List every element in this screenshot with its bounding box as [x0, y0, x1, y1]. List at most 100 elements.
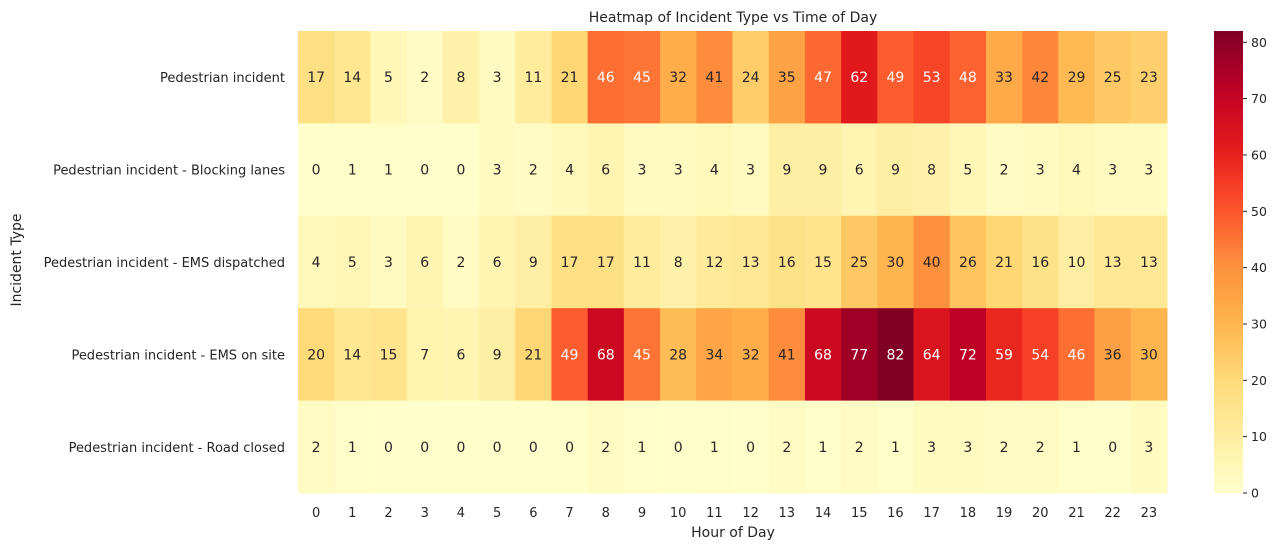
cell-value-label: 9 — [819, 163, 828, 179]
heatmap-cell — [298, 215, 335, 309]
cell-value-label: 2 — [1000, 440, 1009, 456]
cell-value-label: 5 — [963, 163, 972, 179]
heatmap-cell — [732, 215, 770, 309]
heatmap-cell — [334, 400, 371, 494]
heatmap-cell — [298, 123, 335, 217]
heatmap-cell — [406, 308, 444, 402]
cell-value-label: 23 — [1140, 70, 1158, 86]
y-tick-label: Pedestrian incident - EMS dispatched — [44, 256, 285, 271]
heatmap-cell — [298, 31, 335, 124]
heatmap-cell — [623, 215, 661, 309]
cell-value-label: 0 — [1108, 440, 1117, 456]
y-tick-labels: Pedestrian incident Pedestrian incident -… — [44, 71, 286, 456]
heatmap-cell — [768, 215, 806, 309]
cell-value-label: 36 — [1104, 347, 1122, 363]
colorbar — [1214, 31, 1243, 493]
cell-value-label: 0 — [420, 440, 429, 456]
cell-value-label: 0 — [420, 163, 429, 179]
heatmap-cell — [406, 31, 444, 124]
cell-value-label: 41 — [778, 347, 796, 363]
cell-value-label: 2 — [529, 163, 538, 179]
heatmap-cell — [334, 123, 371, 217]
heatmap-cells: 17 14 5 2 8 3 11 21 46 45 32 41 24 35 47 62 49 53 48 33 42 29… — [298, 31, 1168, 494]
cell-value-label: 3 — [493, 70, 502, 86]
heatmap-cell — [949, 400, 987, 494]
cell-value-label: 3 — [638, 163, 647, 179]
heatmap-cell — [985, 31, 1023, 124]
cell-value-label: 29 — [1068, 70, 1086, 86]
cell-value-label: 48 — [959, 70, 977, 86]
cell-value-label: 6 — [493, 255, 502, 271]
heatmap-cell — [623, 123, 661, 217]
cell-value-label: 1 — [710, 440, 719, 456]
cell-value-label: 16 — [778, 255, 796, 271]
heatmap-cell — [442, 31, 480, 124]
heatmap-cell — [551, 215, 589, 309]
heatmap-cell — [841, 31, 878, 124]
x-tick-label: 5 — [493, 506, 501, 521]
cell-value-label: 3 — [746, 163, 755, 179]
cell-value-label: 10 — [1068, 255, 1086, 271]
cell-value-label: 3 — [1036, 163, 1045, 179]
heatmap-cell — [768, 31, 806, 124]
cell-value-label: 1 — [819, 440, 828, 456]
heatmap-cell — [515, 123, 552, 217]
heatmap-cell — [551, 308, 589, 402]
cell-value-label: 4 — [565, 163, 574, 179]
cell-value-label: 47 — [814, 70, 832, 86]
cell-value-label: 6 — [456, 347, 465, 363]
x-tick-label: 16 — [887, 506, 904, 521]
heatmap-cell — [623, 400, 661, 494]
heatmap-cell — [1022, 215, 1059, 309]
heatmap-cell — [334, 308, 371, 402]
cell-value-label: 0 — [529, 440, 538, 456]
x-tick-label: 0 — [312, 506, 320, 521]
heatmap-cell — [660, 31, 697, 124]
heatmap-cell — [1094, 31, 1132, 124]
heatmap-cell — [985, 123, 1023, 217]
cell-value-label: 8 — [674, 255, 683, 271]
heatmap-cell — [841, 308, 878, 402]
cell-value-label: 5 — [384, 70, 393, 86]
cell-value-label: 0 — [312, 163, 321, 179]
heatmap-cell — [515, 31, 552, 124]
heatmap-cell — [696, 31, 733, 124]
heatmap-cell — [406, 400, 444, 494]
cell-value-label: 1 — [1072, 440, 1081, 456]
heatmap-cell — [551, 400, 589, 494]
heatmap-cell — [1130, 123, 1168, 217]
heatmap-cell — [732, 308, 770, 402]
cell-value-label: 4 — [710, 163, 719, 179]
heatmap-cell — [804, 123, 842, 217]
cell-value-label: 30 — [1140, 347, 1158, 363]
cell-value-label: 1 — [638, 440, 647, 456]
heatmap-cell — [1058, 123, 1096, 217]
heatmap-cell — [949, 215, 987, 309]
cell-value-label: 2 — [1000, 163, 1009, 179]
heatmap-cell — [298, 308, 335, 402]
heatmap-cell — [551, 31, 589, 124]
cell-value-label: 21 — [561, 70, 579, 86]
heatmap-cell — [877, 400, 915, 494]
cell-value-label: 40 — [923, 255, 941, 271]
cell-value-label: 21 — [995, 255, 1013, 271]
cell-value-label: 12 — [705, 255, 723, 271]
cell-value-label: 68 — [597, 347, 615, 363]
heatmap-cell — [1094, 215, 1132, 309]
heatmap-cell — [551, 123, 589, 217]
heatmap-cell — [696, 123, 733, 217]
x-tick-label: 11 — [706, 506, 723, 521]
cell-value-label: 49 — [887, 70, 905, 86]
cell-value-label: 17 — [597, 255, 615, 271]
colorbar-tick-label: 0 — [1251, 486, 1259, 501]
x-tick-label: 23 — [1141, 506, 1158, 521]
heatmap-cell — [949, 308, 987, 402]
cell-value-label: 0 — [746, 440, 755, 456]
x-tick-label: 21 — [1068, 506, 1085, 521]
x-tick-labels: 0 1 2 3 4 5 6 7 8 9 10 11 12 13 14 15 16 17 18 19 20 21 22 23 — [312, 506, 1157, 521]
heatmap-cell — [370, 123, 408, 217]
heatmap-cell — [985, 308, 1023, 402]
colorbar-tick-label: 60 — [1251, 147, 1267, 162]
heatmap-cell — [1058, 400, 1096, 494]
